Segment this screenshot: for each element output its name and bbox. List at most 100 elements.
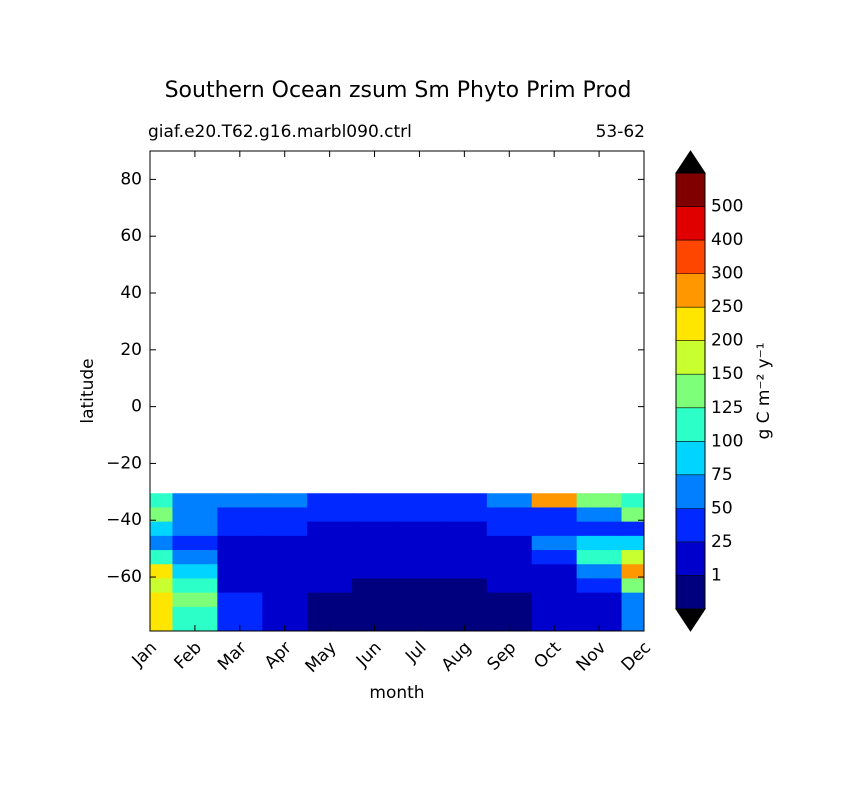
contour-cell (150, 535, 173, 551)
contour-cell (576, 606, 623, 622)
colorbar-tick-label: 250 (711, 297, 743, 317)
contour-cell (352, 592, 398, 608)
chart-title: Southern Ocean zsum Sm Phyto Prim Prod (165, 78, 632, 103)
contour-cell (576, 493, 623, 508)
contour-cell (621, 621, 644, 631)
contour-cell (397, 507, 443, 523)
contour-cell (217, 564, 263, 579)
colorbar-segment (676, 240, 705, 274)
contour-cell (486, 550, 533, 565)
x-tick-label: Aug (438, 638, 476, 676)
contour-cell (307, 550, 353, 565)
contour-cell (307, 606, 353, 622)
contour-cell (486, 535, 533, 551)
contour-cell (217, 493, 263, 508)
contour-cell (217, 606, 263, 622)
contour-cell (486, 507, 533, 523)
contour-cell (531, 535, 578, 551)
contour-cell (576, 592, 623, 608)
subtitle-left: giaf.e20.T62.g16.marbl090.ctrl (148, 122, 412, 142)
x-tick-label: Jul (401, 638, 430, 667)
contour-cell (576, 578, 623, 594)
contour-cell (262, 493, 308, 508)
contour-cell (397, 564, 443, 579)
contour-cell (172, 550, 218, 565)
contour-cell (150, 606, 173, 622)
contour-cell (172, 493, 218, 508)
colorbar-segment (676, 206, 705, 241)
contour-cell (172, 564, 218, 579)
colorbar-segment (676, 541, 705, 576)
contour-cell (262, 592, 308, 608)
colorbar-segment (676, 273, 705, 308)
contour-cell (486, 493, 533, 508)
contour-cell (531, 550, 578, 565)
contour-cell (352, 535, 398, 551)
contour-cell (172, 606, 218, 622)
contour-cell (150, 550, 173, 565)
x-tick-label: Sep (484, 638, 521, 675)
contour-cell (150, 493, 173, 508)
contour-cell (441, 564, 488, 579)
contour-cell (397, 521, 443, 537)
contour-cell (621, 493, 644, 508)
y-tick-label: −60 (106, 567, 142, 587)
x-tick-label: May (302, 638, 341, 677)
colorbar-segment (676, 508, 705, 543)
contour-cell (486, 578, 533, 594)
contour-cell (262, 578, 308, 594)
contour-cell (217, 592, 263, 608)
contour-cell (352, 578, 398, 594)
contour-cell (262, 550, 308, 565)
x-tick-label: Oct (530, 638, 565, 673)
contour-cell (262, 564, 308, 579)
contour-cell (576, 521, 623, 537)
contour-cell (531, 564, 578, 579)
contour-cell (397, 606, 443, 622)
contour-cell (217, 507, 263, 523)
contour-cell (531, 578, 578, 594)
contour-cell (352, 521, 398, 537)
contour-cell (172, 592, 218, 608)
contour-cell (621, 550, 644, 565)
contour-cell (576, 550, 623, 565)
contour-cell (352, 550, 398, 565)
contour-cell (441, 493, 488, 508)
colorbar-tick-label: 200 (711, 331, 743, 351)
contour-cell (150, 507, 173, 523)
contour-cell (217, 550, 263, 565)
contour-cell (441, 535, 488, 551)
contour-cell (576, 535, 623, 551)
contour-cell (441, 606, 488, 622)
colorbar-tick-label: 75 (711, 465, 733, 485)
contour-cell (150, 621, 173, 631)
contour-cell (262, 606, 308, 622)
x-tick-label: Jan (128, 638, 161, 671)
contour-cell (217, 578, 263, 594)
contour-cell (441, 592, 488, 608)
y-tick-label: 20 (120, 340, 142, 360)
colorbar-tick-label: 50 (711, 498, 733, 518)
contour-cell (621, 606, 644, 622)
contour-cell (531, 606, 578, 622)
x-tick-label: Nov (573, 638, 611, 676)
x-tick-label: Feb (171, 638, 206, 673)
x-tick-label: Mar (214, 638, 251, 675)
contour-cell (307, 564, 353, 579)
contour-cell (621, 578, 644, 594)
contour-cell (262, 521, 308, 537)
contour-cell (621, 535, 644, 551)
contour-cell (397, 578, 443, 594)
contour-cell (352, 564, 398, 579)
y-tick-label: −20 (106, 453, 142, 473)
contour-cell (172, 521, 218, 537)
contour-cell (307, 535, 353, 551)
contour-cell (262, 535, 308, 551)
plot-frame (149, 150, 645, 632)
colorbar-segment (676, 173, 705, 207)
contour-cell (441, 521, 488, 537)
colorbar-tick-label: 400 (711, 230, 743, 250)
contour-cell (172, 507, 218, 523)
contour-cell (217, 535, 263, 551)
y-tick-label: 60 (120, 226, 142, 246)
